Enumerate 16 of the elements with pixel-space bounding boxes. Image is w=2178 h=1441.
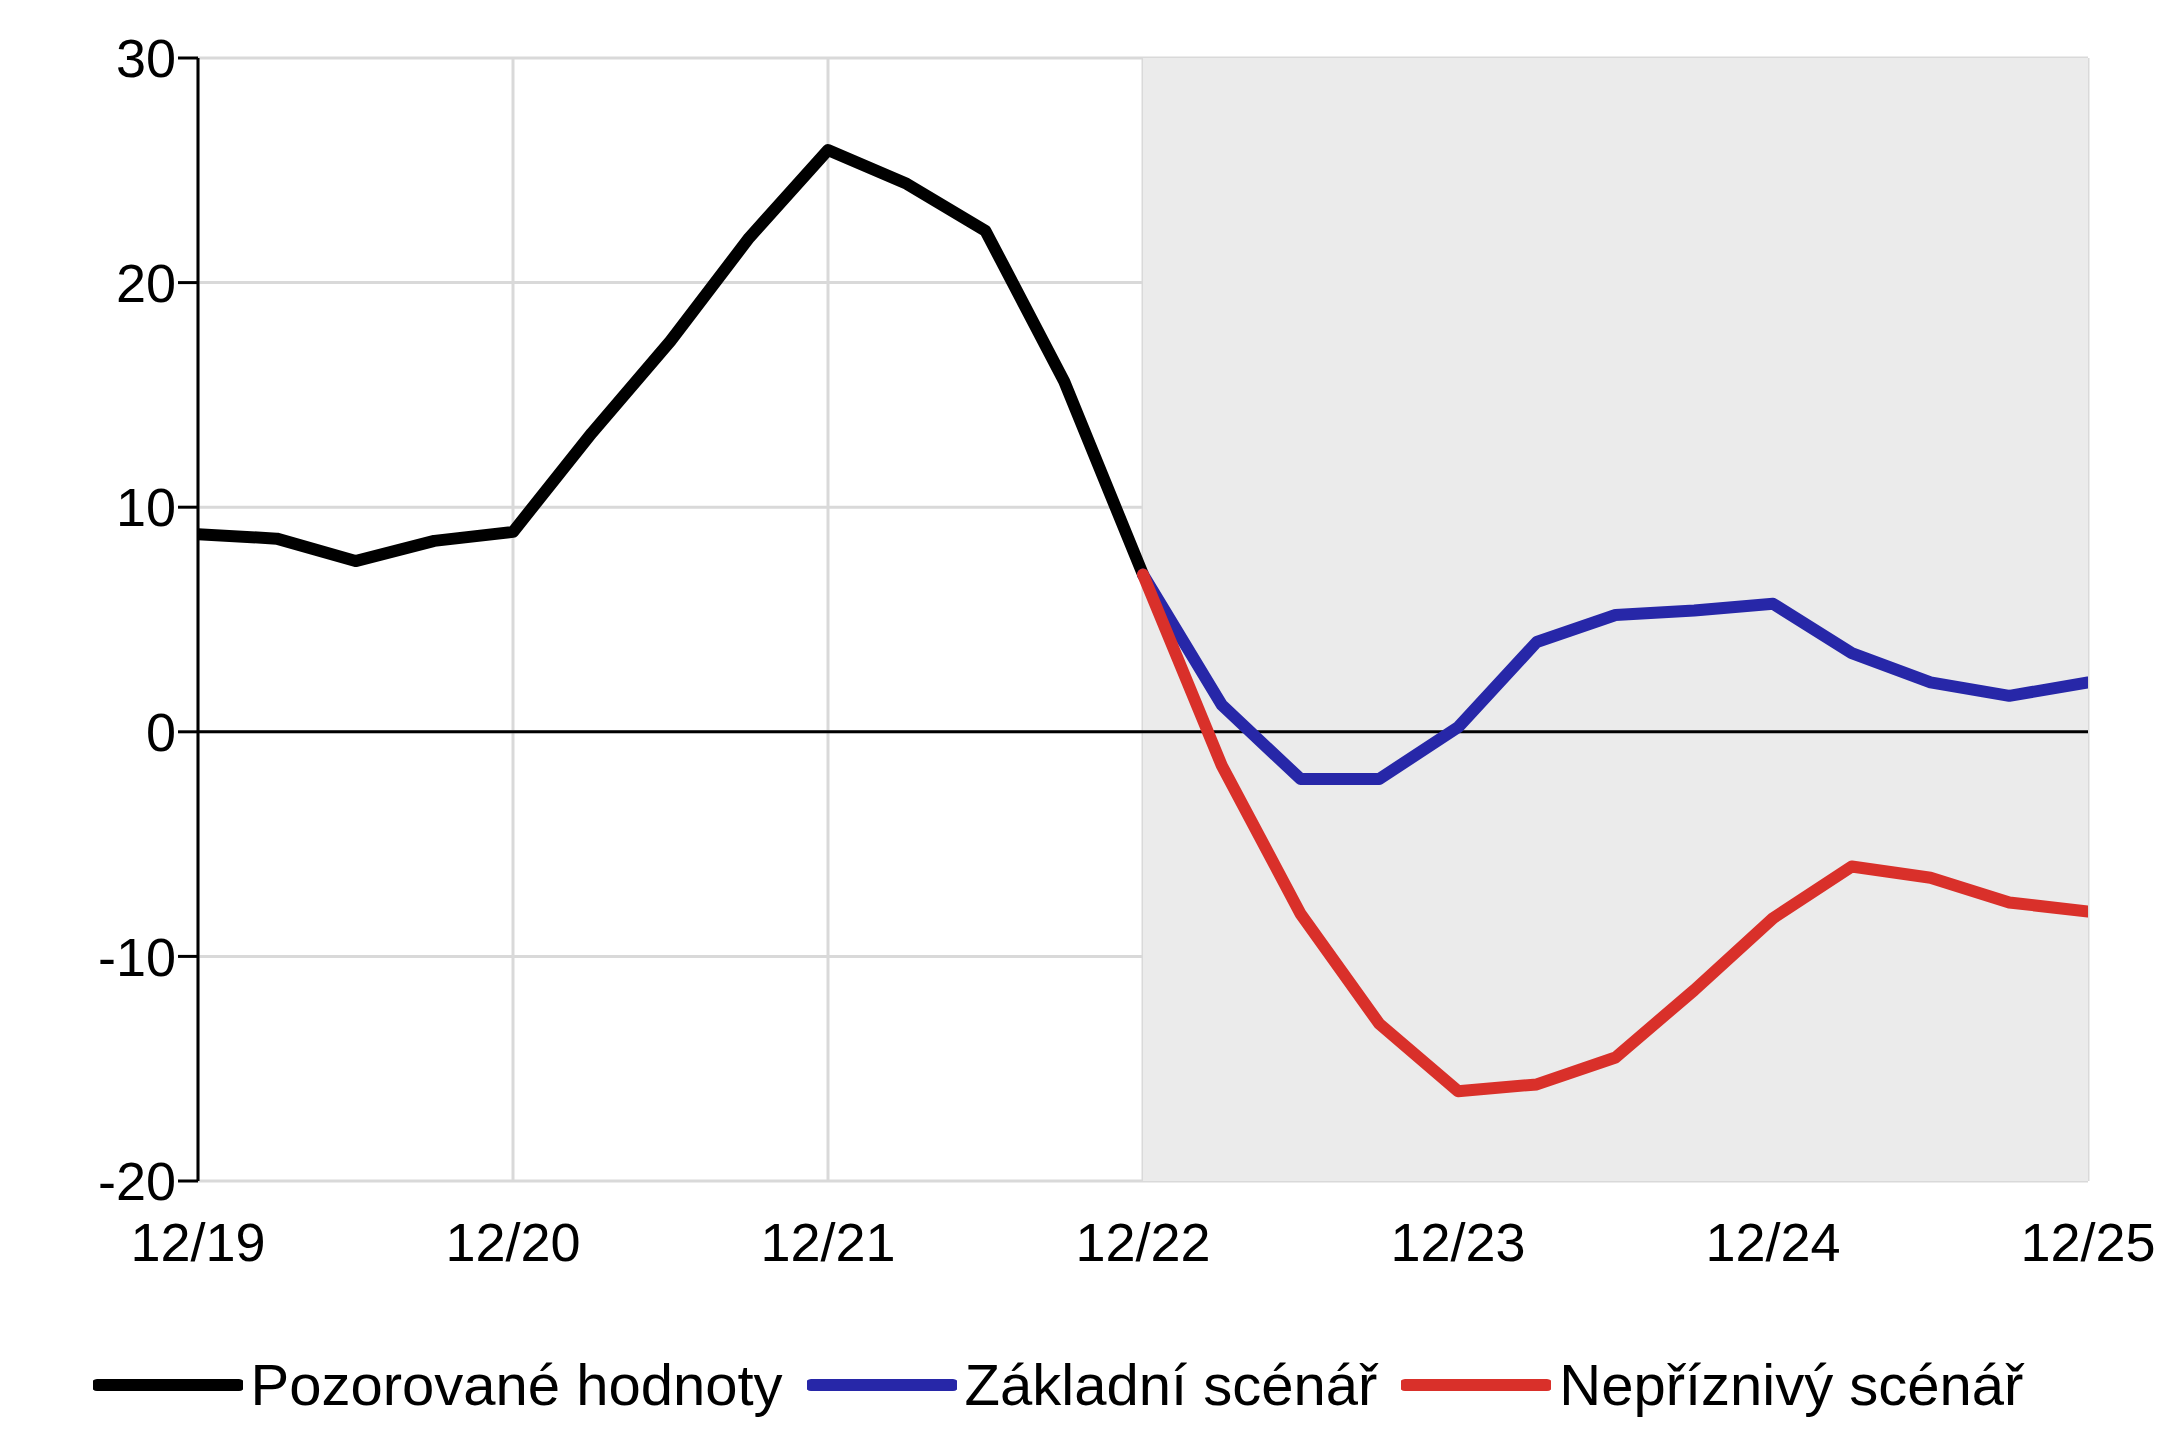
x-tick-label: 12/25 <box>2020 1212 2156 1273</box>
x-tick-label: 12/23 <box>1390 1212 1526 1273</box>
legend-label: Pozorované hodnoty <box>250 1351 783 1418</box>
x-tick-label: 12/20 <box>445 1212 581 1273</box>
x-tick-label: 12/21 <box>760 1212 896 1273</box>
x-tick-label: 12/22 <box>1075 1212 1211 1273</box>
y-tick-label: 30 <box>115 28 176 89</box>
legend-label: Nepříznivý scénář <box>1559 1351 2024 1418</box>
y-tick-label: -10 <box>97 926 176 987</box>
y-tick-label: 20 <box>115 252 176 313</box>
legend-label: Základní scénář <box>964 1351 1378 1418</box>
y-tick-label: 10 <box>115 477 176 538</box>
y-tick-label: -20 <box>97 1151 176 1212</box>
x-tick-label: 12/19 <box>130 1212 266 1273</box>
y-tick-label: 0 <box>145 701 176 762</box>
x-tick-label: 12/24 <box>1705 1212 1841 1273</box>
